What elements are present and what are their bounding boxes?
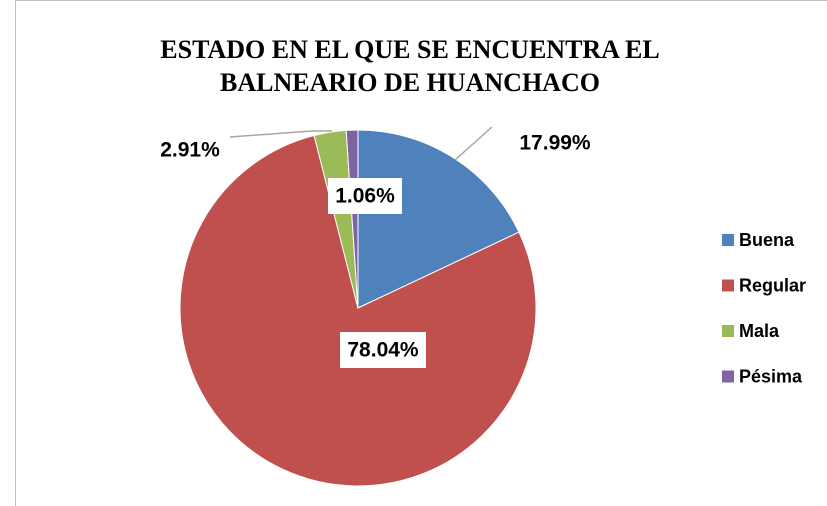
leader-line [454,126,493,161]
data-label: 17.99% [519,132,591,155]
data-label-box [340,332,426,368]
legend-swatch [722,234,734,246]
chart-title: ESTADO EN EL QUE SE ENCUENTRA EL [160,35,659,64]
leader-line [229,130,332,138]
pie-slice [345,129,359,309]
legend-swatch [722,325,734,337]
chart-title: BALNEARIO DE HUANCHACO [220,68,600,97]
legend-swatch [722,370,734,383]
legend-swatch [722,279,734,292]
pie-slice [179,134,537,487]
pie-slice [357,129,520,309]
legend-label: Buena [739,230,795,250]
data-label: 78.04% [347,339,419,362]
legend-label: Pésima [739,366,803,386]
data-label: 1.06% [335,185,395,208]
data-label-box [512,125,598,161]
data-label-box [328,178,402,214]
data-label-box [153,132,227,168]
data-label: 2.91% [160,139,220,162]
legend-label: Regular [739,275,806,295]
legend-label: Mala [739,321,780,341]
